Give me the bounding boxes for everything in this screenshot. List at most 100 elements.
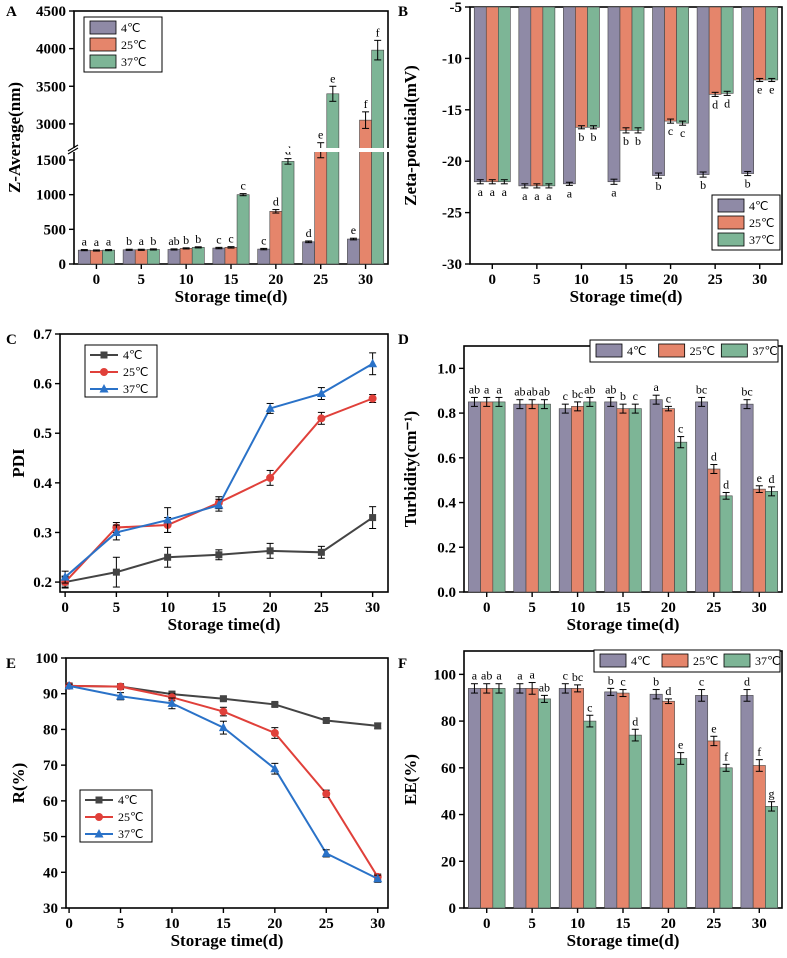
bar [674,441,688,593]
bar [236,194,250,265]
x-tick-label: 20 [268,272,283,288]
significance-letter: e [330,71,335,85]
significance-letter: f [376,25,380,39]
y-tick-label: 20 [441,854,456,870]
significance-letter: a [139,234,145,248]
panel-E: Storage time(d) R(%) E 30 40 50 60 70 80 90 100 0 5 1… [6,651,389,950]
x-tick-label: 20 [663,272,678,288]
bar [525,688,539,909]
y-tick-label: 0 [59,257,67,273]
significance-letter: f [724,749,728,763]
data-point [167,693,176,702]
significance-letter: ab [469,382,480,396]
significance-letter: e [678,738,683,752]
bar [752,488,766,593]
y-tick-label: 0.0 [437,585,456,601]
significance-letter: a [478,185,484,199]
x-tick-label: 30 [752,600,767,616]
legend-label: 4℃ [631,654,650,668]
y-tick-label: 40 [43,865,58,881]
significance-letter: a [529,668,535,682]
significance-letter: c [666,391,671,405]
significance-letter: a [502,185,508,199]
data-point [219,695,227,703]
bar [708,6,722,95]
significance-letter: a [567,186,573,200]
significance-letter: a [472,669,478,683]
data-point [368,394,377,403]
bar [485,6,499,183]
y-tick-label: 3500 [36,79,66,95]
y-tick-label: -25 [442,206,462,222]
significance-letter: a [496,382,502,396]
legend-label: 37℃ [755,654,780,668]
panel-label: E [6,656,16,672]
data-point [373,873,383,883]
bar [77,249,91,265]
bar [537,698,551,909]
data-point [317,548,325,556]
significance-letter: c [563,389,568,403]
bar [558,688,572,909]
significance-letter: a [653,380,659,394]
legend-label: 25℃ [693,654,718,668]
x-tick-label: 10 [570,600,585,616]
significance-letter: d [712,97,718,111]
y-tick-label: 4500 [36,4,66,20]
y-tick-label: -20 [442,154,462,170]
legend-label: 25℃ [123,365,148,379]
x-tick-label: 30 [752,272,767,288]
legend-label: 4℃ [123,348,142,362]
y-tick-label: 0 [449,901,457,917]
y-tick-label: -30 [442,257,462,273]
significance-letter: b [745,177,751,191]
significance-letter: c [240,179,245,193]
legend-label: 37℃ [121,55,146,69]
significance-letter: c [261,233,266,247]
bar [347,238,360,265]
bar [513,688,527,909]
y-tick-label: -15 [442,103,462,119]
y-axis-label: Turbidity(cm⁻¹) [401,411,420,527]
y-tick-label: 0.4 [33,476,52,492]
data-point [317,414,326,423]
data-point [270,763,280,773]
axis-break-mark [67,147,79,155]
x-tick-label: 5 [117,916,125,932]
bar [571,406,585,593]
significance-letter: b [578,130,584,144]
x-tick-label: 15 [616,916,631,932]
data-point [64,680,74,690]
legend-label: 25℃ [121,38,146,52]
data-point [116,691,126,700]
significance-letter: e [757,471,762,485]
legend-swatch [723,653,751,668]
significance-letter: d [711,450,717,464]
significance-letter: d [769,472,775,486]
x-tick-label: 15 [224,272,239,288]
legend-swatch [720,343,748,358]
x-tick-label: 20 [661,600,676,616]
bar [314,149,328,265]
bar [134,249,148,265]
legend-label: 25℃ [749,216,774,230]
x-axis-label: Storage time(d) [567,931,680,950]
bar [212,247,226,265]
bar [558,408,572,593]
significance-letter: a [546,189,552,203]
bar [480,401,494,593]
significance-letter: bc [741,385,752,399]
y-tick-label: 0.2 [33,575,52,591]
legend-swatch [595,343,623,358]
bar [707,740,721,909]
x-tick-label: 20 [661,916,676,932]
x-tick-label: 15 [619,272,634,288]
x-tick-label: 25 [706,600,721,616]
significance-letter: b [150,234,156,248]
y-tick-label: -5 [450,0,463,16]
bar [616,692,630,909]
significance-letter: a [496,669,502,683]
bar [281,161,295,265]
x-tick-label: 0 [93,272,101,288]
bar [498,6,511,183]
